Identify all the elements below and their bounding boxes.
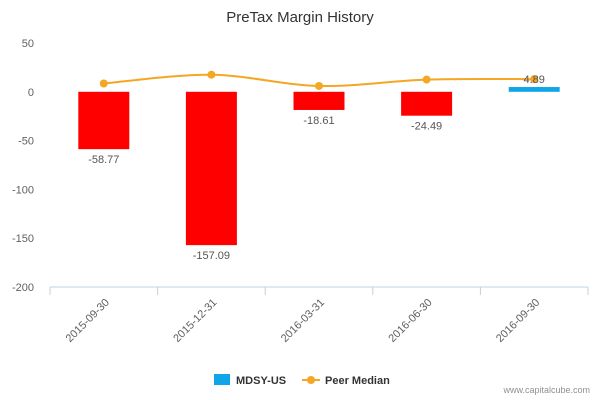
legend-item-mdsy[interactable]: MDSY-US [214, 374, 286, 387]
bar-data-label: 4.89 [523, 74, 544, 86]
credit-text: www.capitalcube.com [502, 385, 590, 395]
peer-median-point[interactable] [422, 75, 431, 84]
legend-label-mdsy: MDSY-US [236, 375, 286, 387]
bar-data-label: -58.77 [88, 154, 119, 166]
legend-swatch-mdsy [214, 374, 230, 385]
x-tick-label: 2015-09-30 [64, 297, 112, 345]
bar-data-label: -157.09 [193, 250, 230, 262]
legend-item-peer-median[interactable]: Peer Median [302, 375, 390, 387]
peer-median-point[interactable] [99, 79, 108, 88]
x-tick-label: 2015-12-31 [171, 297, 219, 345]
y-tick-label: -150 [12, 233, 34, 245]
y-tick-label: 50 [22, 38, 34, 50]
bar-series [78, 87, 560, 246]
chart-title: PreTax Margin History [226, 9, 374, 26]
y-tick-label: 0 [28, 87, 34, 99]
peer-median-point[interactable] [207, 70, 216, 79]
x-tick-label: 2016-09-30 [494, 297, 542, 345]
bar-data-label: -18.61 [303, 115, 334, 127]
peer-median-series [99, 70, 539, 90]
bar[interactable] [78, 91, 130, 150]
legend-label-peer-median: Peer Median [325, 375, 390, 387]
peer-median-point[interactable] [315, 81, 323, 90]
bar[interactable] [185, 91, 237, 246]
legend: MDSY-US Peer Median [214, 374, 390, 387]
x-tick-label: 2016-03-31 [279, 297, 327, 345]
x-axis: 2015-09-30 2015-12-31 2016-03-31 2016-06-30… [49, 286, 589, 345]
bar[interactable] [401, 91, 453, 116]
x-tick-label: 2016-06-30 [386, 297, 434, 345]
legend-marker-peer-median [307, 376, 315, 384]
y-axis: 50 0 -50 -100 -150 -200 [12, 38, 34, 294]
bar[interactable] [508, 87, 560, 92]
y-tick-label: -50 [18, 136, 34, 148]
peer-median-point[interactable] [530, 75, 539, 84]
bar-data-labels: -58.77 -157.09 -18.61 -24.49 4.89 [88, 74, 545, 262]
bar-data-label: -24.49 [411, 121, 442, 133]
y-tick-label: -200 [12, 282, 34, 294]
bar[interactable] [293, 91, 345, 110]
y-tick-label: -100 [12, 184, 34, 196]
